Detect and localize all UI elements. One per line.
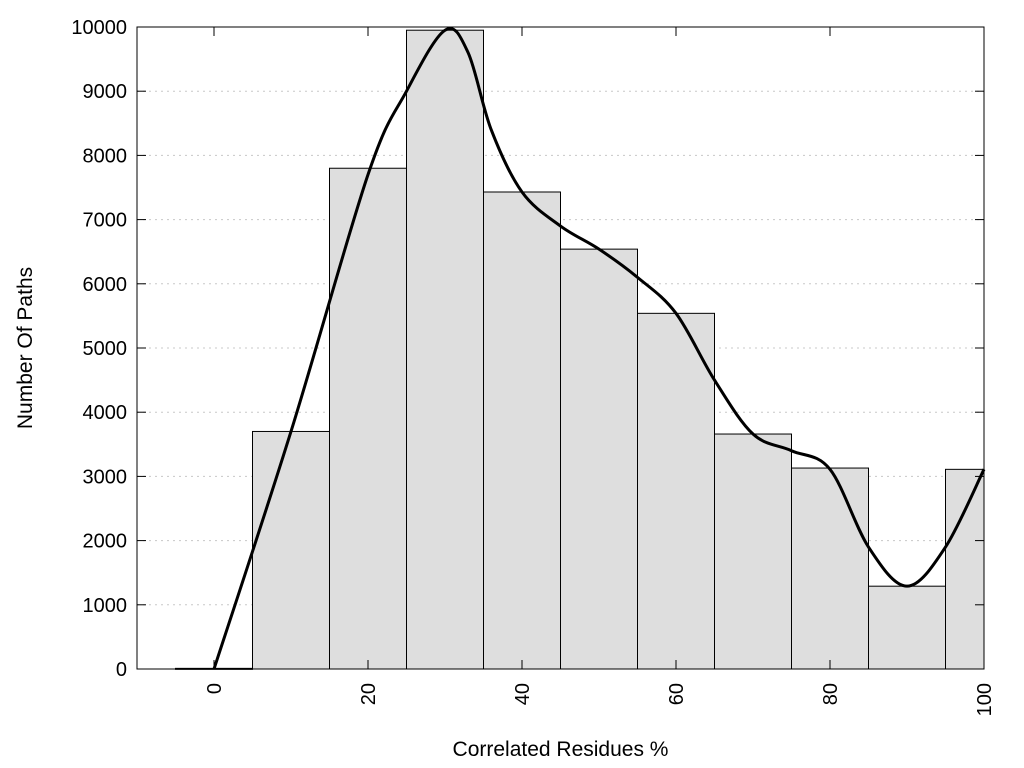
- bar: [945, 468, 985, 670]
- y-tick-label: 0: [116, 659, 127, 681]
- bars: [175, 29, 985, 670]
- y-tick-label: 1000: [83, 595, 128, 617]
- y-tick-label: 10000: [71, 17, 127, 39]
- y-tick-label: 9000: [83, 81, 128, 103]
- smoothed-curve: [212, 27, 986, 670]
- x-tick-label: 20: [358, 683, 380, 705]
- x-tick-label: 40: [512, 683, 534, 705]
- bar: [329, 167, 407, 670]
- y-tick-label: 8000: [83, 145, 128, 167]
- x-axis-title: Correlated Residues %: [453, 738, 669, 761]
- x-tick-label: 100: [974, 683, 996, 716]
- bar: [637, 312, 715, 670]
- x-tick-label: 0: [204, 683, 226, 694]
- bar: [252, 430, 330, 670]
- bar: [868, 585, 946, 670]
- y-tick-label: 5000: [83, 338, 128, 360]
- x-tick-label: 60: [666, 683, 688, 705]
- bar: [406, 29, 484, 670]
- y-axis-title: Number Of Paths: [14, 267, 37, 429]
- y-tick-label: 2000: [83, 531, 128, 553]
- bar: [791, 467, 869, 670]
- bar: [560, 248, 638, 670]
- bar: [714, 433, 792, 670]
- y-tick-label: 7000: [83, 210, 128, 232]
- y-tick-label: 4000: [83, 402, 128, 424]
- y-tick-label: 3000: [83, 466, 128, 488]
- axis-ticks: 0100020003000400050006000700080009000100…: [71, 17, 996, 716]
- bar: [483, 191, 561, 670]
- y-tick-label: 6000: [83, 274, 128, 296]
- x-tick-label: 80: [820, 683, 842, 705]
